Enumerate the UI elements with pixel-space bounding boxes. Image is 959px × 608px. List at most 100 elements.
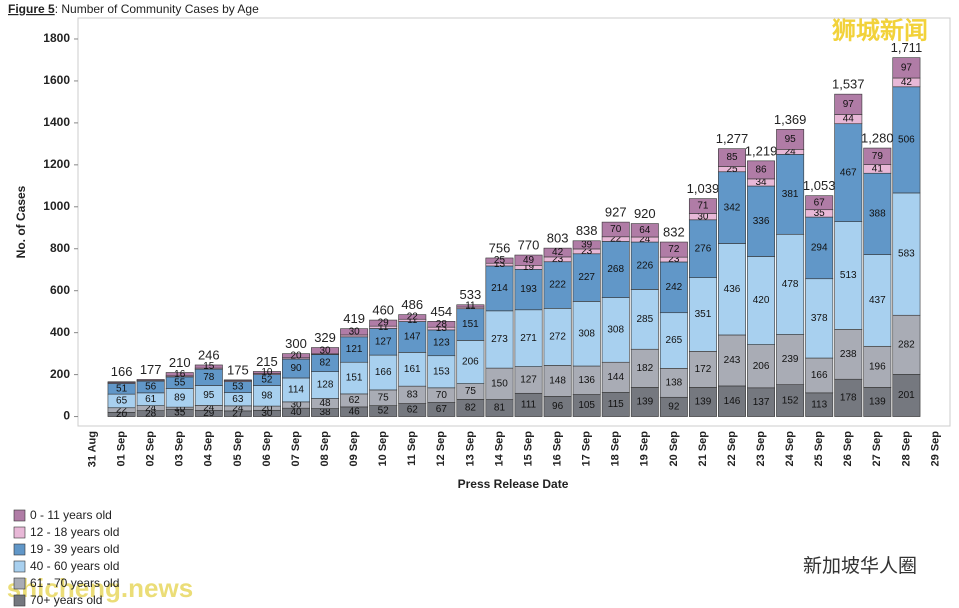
- segment-label: 89: [174, 392, 186, 403]
- segment-label: 166: [811, 370, 828, 381]
- chart-title: Figure 5: Number of Community Cases by A…: [8, 2, 259, 16]
- total-label: 175: [227, 362, 249, 377]
- segment-label: 86: [756, 165, 768, 176]
- bar-segment: [688, 198, 717, 214]
- bar-segment: [572, 301, 601, 367]
- bar-segment: [456, 304, 485, 308]
- segment-label: 242: [666, 282, 683, 293]
- segment-label: 342: [724, 202, 741, 213]
- segment-label: 151: [462, 319, 479, 330]
- total-label: 1,053: [803, 178, 836, 193]
- segment-label: 206: [753, 361, 770, 372]
- bar-segment: [543, 308, 572, 366]
- bar-segment: [398, 314, 427, 320]
- segment-label: 28: [145, 408, 157, 419]
- x-tick-label: 18 Sep: [610, 431, 622, 467]
- segment-label: 115: [608, 399, 624, 410]
- bar-segment: [892, 192, 921, 316]
- segment-label: 95: [203, 390, 215, 401]
- bar-segment: [805, 357, 834, 394]
- total-label: 1,219: [745, 143, 778, 158]
- segment-label: 49: [523, 255, 535, 266]
- bar-segment: [892, 314, 921, 375]
- bar-segment: [747, 185, 776, 257]
- bar-segment: [572, 240, 601, 250]
- x-axis-label: Press Release Date: [458, 477, 569, 491]
- watermark: 新加坡华人圈: [803, 555, 917, 577]
- segment-label: 29: [378, 318, 390, 329]
- segment-label: 10: [174, 403, 186, 414]
- segment-label: 71: [697, 201, 709, 212]
- x-tick-label: 20 Sep: [668, 431, 680, 467]
- bar-segment: [718, 171, 746, 244]
- segment-label: 336: [753, 216, 770, 227]
- segment-label: 48: [320, 398, 332, 409]
- total-label: 177: [140, 362, 162, 377]
- segment-label: 128: [317, 380, 334, 391]
- segment-label: 24: [785, 146, 797, 157]
- segment-label: 127: [520, 375, 537, 386]
- segment-label: 15: [203, 361, 215, 372]
- segment-label: 148: [549, 376, 566, 387]
- segment-label: 67: [436, 404, 448, 415]
- bar-segment: [718, 148, 746, 167]
- segment-label: 201: [898, 390, 915, 401]
- segment-label: 294: [811, 243, 828, 254]
- segment-label: 196: [869, 361, 886, 372]
- segment-label: 79: [872, 151, 884, 162]
- bar-segment: [223, 379, 252, 381]
- segment-label: 139: [695, 397, 712, 408]
- segment-label: 437: [869, 295, 886, 306]
- segment-label: 16: [174, 369, 186, 380]
- bar-segment: [369, 328, 398, 356]
- segment-label: 53: [232, 382, 244, 393]
- bar-segment: [834, 93, 863, 115]
- segment-label: 137: [753, 397, 770, 408]
- bar-segment: [630, 387, 659, 417]
- x-tick-label: 31 Aug: [86, 431, 98, 467]
- segment-label: 27: [232, 408, 244, 419]
- segment-label: 82: [465, 403, 477, 414]
- segment-label: 55: [174, 377, 186, 388]
- segment-label: 222: [549, 280, 566, 291]
- bar-segment: [543, 247, 572, 258]
- y-tick-label: 1600: [43, 73, 70, 87]
- segment-label: 23: [552, 254, 564, 265]
- legend-swatch: [13, 560, 26, 573]
- y-axis-label: No. of Cases: [14, 185, 28, 258]
- bar-segment: [514, 309, 543, 367]
- total-label: 770: [518, 237, 540, 252]
- segment-label: 22: [116, 405, 128, 416]
- total-label: 246: [198, 347, 220, 362]
- segment-label: 30: [320, 345, 332, 356]
- segment-label: 351: [695, 309, 712, 320]
- segment-label: 30: [290, 400, 302, 411]
- total-label: 300: [285, 336, 307, 351]
- segment-label: 10: [261, 367, 273, 378]
- total-label: 803: [547, 231, 569, 246]
- segment-label: 81: [494, 403, 506, 414]
- segment-label: 308: [578, 328, 595, 339]
- total-label: 215: [256, 354, 278, 369]
- segment-label: 22: [407, 312, 419, 323]
- segment-label: 178: [840, 393, 857, 404]
- bar-segment: [776, 384, 805, 417]
- segment-label: 24: [232, 403, 244, 414]
- y-tick-label: 200: [50, 367, 70, 381]
- x-tick-label: 17 Sep: [581, 431, 593, 467]
- total-label: 1,039: [687, 181, 720, 196]
- x-tick-label: 10 Sep: [377, 431, 389, 467]
- x-tick-label: 27 Sep: [871, 431, 883, 467]
- segment-label: 51: [116, 383, 128, 394]
- bar-segment: [834, 328, 863, 380]
- segment-label: 19: [523, 262, 535, 273]
- segment-label: 29: [203, 408, 215, 419]
- x-tick-label: 25 Sep: [813, 431, 825, 467]
- bar-segment: [427, 321, 456, 328]
- segment-label: 62: [349, 395, 361, 406]
- total-label: 1,369: [774, 112, 807, 127]
- segment-label: 56: [145, 382, 157, 393]
- total-label: 454: [430, 304, 452, 319]
- segment-label: 39: [581, 240, 593, 251]
- bar-segment: [863, 172, 892, 255]
